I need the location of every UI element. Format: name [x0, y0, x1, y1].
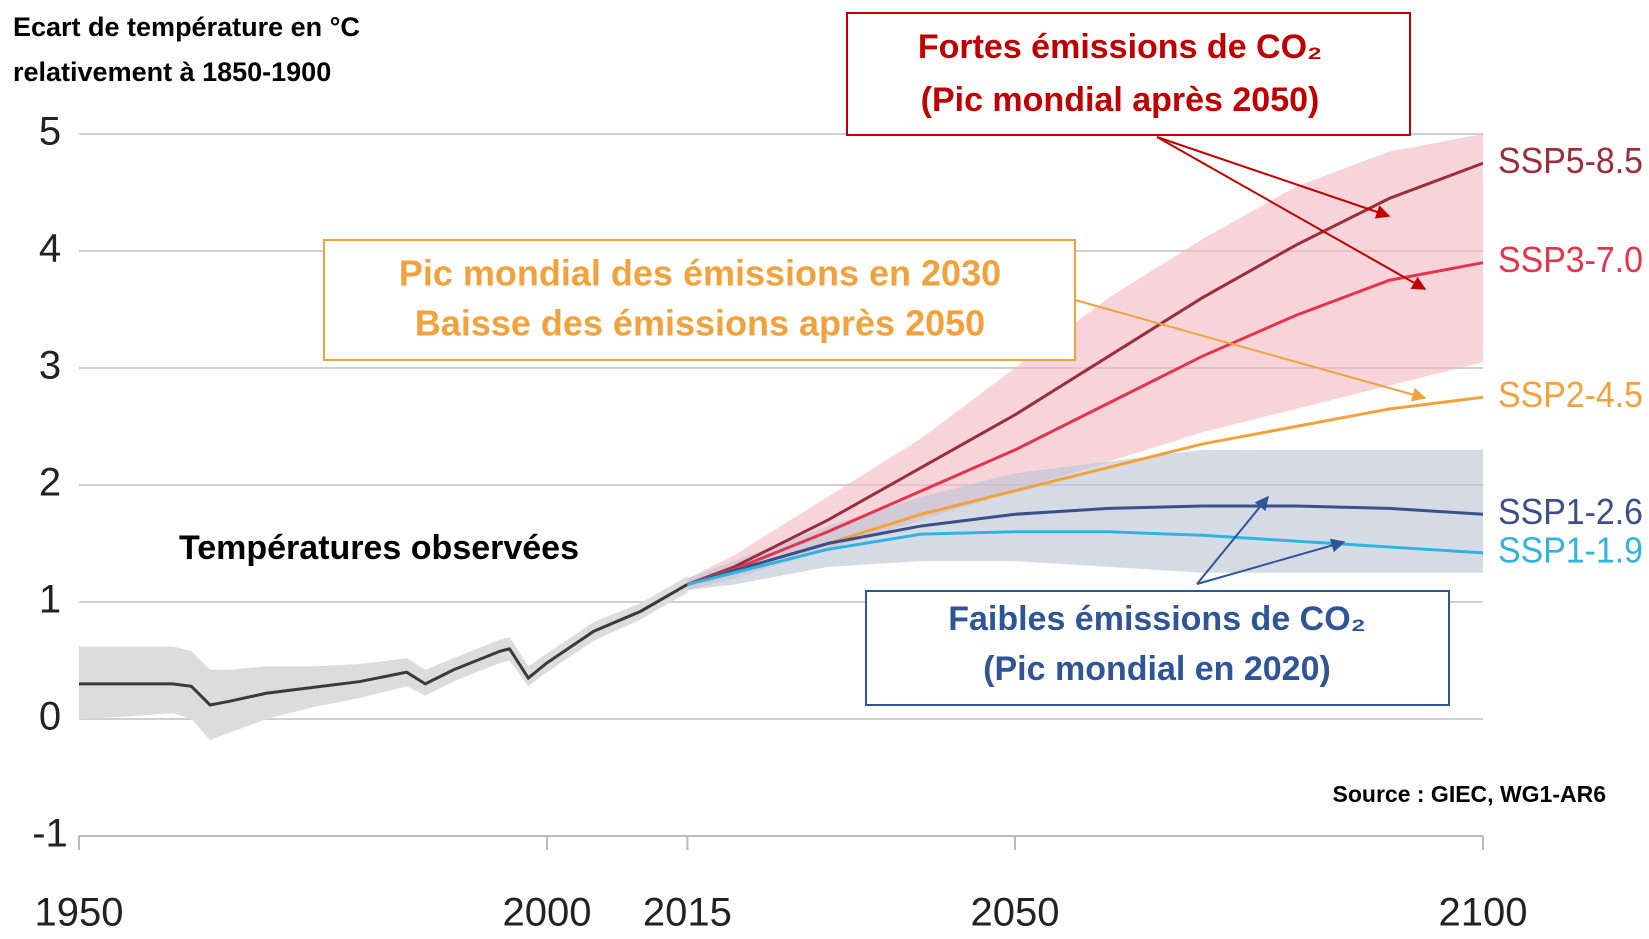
- x-tick-label: 2050: [971, 891, 1060, 935]
- scenario-line: [686, 161, 1484, 586]
- y-axis-title: relativement à 1850-1900: [13, 57, 331, 87]
- y-axis-title: Ecart de température en °C: [13, 12, 360, 42]
- uncertainty-band: [687, 134, 1483, 591]
- annotation-mid: Pic mondial des émissions en 2030 Baisse…: [323, 239, 1427, 402]
- uncertainty-band: [687, 449, 1483, 591]
- annotation-text: (Pic mondial après 2050): [921, 81, 1320, 119]
- annotation-high: Fortes émissions de CO₂ (Pic mondial apr…: [846, 12, 1427, 290]
- y-tick-label: 5: [39, 110, 61, 154]
- source: Source : GIEC, WG1-AR6: [1333, 781, 1606, 807]
- plot-area: -1 0 1 2 3 4 5 1950 2000 2015 2050 2100 Températures…: [32, 110, 1643, 935]
- y-tick-label: -1: [32, 812, 68, 856]
- y-tick-label: 1: [39, 578, 61, 622]
- y-tick-label: 2: [39, 461, 61, 505]
- annotation-box: [865, 590, 1450, 706]
- arrow: [1074, 299, 1427, 402]
- series-label: SSP1-1.9: [1498, 529, 1643, 570]
- annotation-text: Pic mondial des émissions en 2030: [399, 253, 1001, 294]
- annotation-box: [846, 12, 1411, 136]
- x-tick-label: 2100: [1439, 891, 1528, 935]
- series-label: SSP3-7.0: [1498, 239, 1643, 280]
- scenario-line: [686, 261, 1484, 586]
- annotation-box: [323, 239, 1076, 361]
- observed-line: [79, 583, 689, 707]
- uncertainty-band: [79, 576, 688, 741]
- annotation-low: Faibles émissions de CO₂ (Pic mondial en…: [865, 495, 1450, 706]
- arrow: [1196, 538, 1346, 585]
- observed-label: Températures observées: [179, 529, 579, 567]
- series-label: SSP5-8.5: [1498, 140, 1643, 181]
- y-tick-label: 3: [39, 344, 61, 388]
- x-tick-label: 1950: [35, 891, 124, 935]
- x-tick-label: 2000: [503, 891, 592, 935]
- annotation-text: Fortes émissions de CO₂: [918, 28, 1322, 66]
- arrow: [1156, 136, 1391, 219]
- arrow: [1156, 136, 1427, 290]
- arrow: [1196, 495, 1269, 585]
- annotation-text: (Pic mondial en 2020): [983, 650, 1331, 688]
- scenario-line: [686, 504, 1484, 586]
- series-label: SSP1-2.6: [1498, 491, 1643, 532]
- x-tick-label: 2015: [643, 891, 732, 935]
- y-tick-label: 4: [39, 227, 61, 271]
- annotation-text: Baisse des émissions après 2050: [415, 303, 985, 344]
- annotation-text: Faibles émissions de CO₂: [948, 600, 1366, 638]
- series-label: SSP2-4.5: [1498, 374, 1643, 415]
- y-tick-label: 0: [39, 695, 61, 739]
